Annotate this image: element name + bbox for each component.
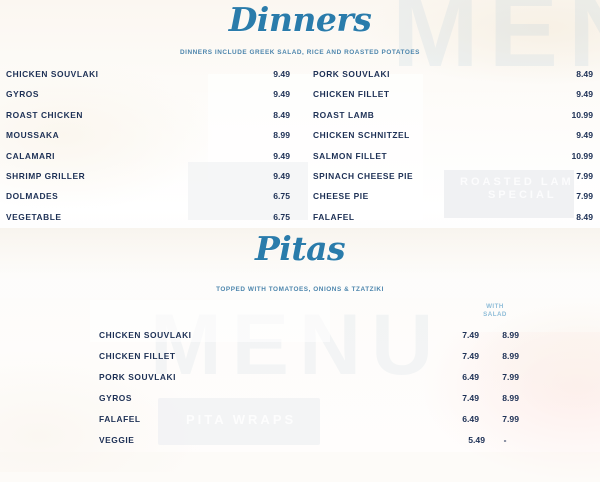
- pita-item-price: 7.49: [462, 330, 479, 340]
- pita-item-row: FALAFEL 6.49 7.99: [99, 414, 519, 435]
- menu-item-name: VEGETABLE: [6, 211, 62, 222]
- dinners-left-column: CHICKEN SOUVLAKI 9.49 GYROS 9.49 ROAST CHICK…: [6, 69, 290, 232]
- pita-item-name: PORK SOUVLAKI: [99, 372, 176, 382]
- dinners-section-subtitle: DINNERS INCLUDE GREEK SALAD, RICE AND RO…: [179, 49, 420, 56]
- menu-item-price: 7.99: [576, 191, 593, 202]
- menu-item-price: 6.75: [273, 211, 290, 222]
- pitas-with-salad-column-header: WITH SALAD: [473, 303, 517, 319]
- menu-item-row: CHICKEN SCHNITZEL 9.49: [313, 130, 593, 150]
- menu-item-row: DOLMADES 6.75: [6, 191, 290, 211]
- menu-item-row: SALMON FILLET 10.99: [313, 151, 593, 171]
- pita-item-price-with-salad: 8.99: [502, 330, 519, 340]
- menu-item-row: SHRIMP GRILLER 9.49: [6, 171, 290, 191]
- dinners-right-column: PORK SOUVLAKI 8.49 CHICKEN FILLET 9.49 ROAST…: [313, 69, 593, 232]
- pita-item-price: 7.49: [462, 351, 479, 361]
- menu-item-name: CHICKEN SOUVLAKI: [6, 69, 99, 79]
- menu-item-name: SPINACH CHEESE PIE: [313, 170, 414, 181]
- menu-item-name: SHRIMP GRILLER: [6, 170, 86, 181]
- menu-content: Dinners DINNERS INCLUDE GREEK SALAD, RIC…: [6, 0, 593, 445]
- pita-item-name: CHICKEN SOUVLAKI: [99, 330, 192, 340]
- menu-item-name: CHEESE PIE: [313, 191, 369, 202]
- menu-item-row: GYROS 9.49: [6, 89, 290, 109]
- menu-item-price: 7.99: [576, 170, 593, 181]
- pita-item-name: VEGGIE: [99, 435, 135, 445]
- menu-item-row: CALAMARI 9.49: [6, 151, 290, 171]
- menu-item-price: 10.99: [571, 150, 593, 161]
- menu-item-price: 8.99: [273, 130, 290, 141]
- pitas-section-subtitle: TOPPED WITH TOMATOES, ONIONS & TZATZIKI: [216, 286, 384, 293]
- pita-item-price-with-salad: 7.99: [502, 372, 519, 382]
- pita-item-price: 6.49: [462, 414, 479, 424]
- with-salad-header-line-1: WITH: [486, 303, 504, 310]
- pita-item-row: CHICKEN FILLET 7.49 8.99: [99, 351, 519, 372]
- menu-item-name: MOUSSAKA: [6, 130, 60, 141]
- pita-item-name: CHICKEN FILLET: [99, 351, 176, 361]
- menu-item-price: 9.49: [273, 89, 290, 100]
- pita-item-price: 5.49: [468, 435, 485, 445]
- pita-item-name: FALAFEL: [99, 414, 141, 424]
- menu-item-name: FALAFEL: [313, 211, 355, 222]
- menu-item-name: DOLMADES: [6, 191, 59, 202]
- menu-item-name: CHICKEN FILLET: [313, 89, 390, 100]
- pita-item-row: VEGGIE 5.49 -: [99, 435, 519, 456]
- pita-item-price: 7.49: [462, 393, 479, 403]
- pita-item-name: GYROS: [99, 393, 132, 403]
- menu-item-name: CHICKEN SCHNITZEL: [313, 130, 410, 141]
- pitas-section-title: Pitas: [254, 229, 346, 268]
- menu-item-price: 9.49: [273, 150, 290, 161]
- menu-item-price: 8.49: [576, 69, 593, 79]
- menu-item-row: CHEESE PIE 7.99: [313, 191, 593, 211]
- menu-item-price: 8.49: [273, 109, 290, 120]
- menu-item-price: 8.49: [576, 211, 593, 222]
- menu-item-price: 9.49: [273, 170, 290, 181]
- with-salad-header-line-2: SALAD: [483, 311, 507, 318]
- menu-item-price: 6.75: [273, 191, 290, 202]
- menu-item-name: CALAMARI: [6, 150, 56, 161]
- menu-item-name: SALMON FILLET: [313, 150, 388, 161]
- menu-item-row: CHICKEN SOUVLAKI 9.49: [6, 69, 290, 89]
- menu-item-row: MOUSSAKA 8.99: [6, 130, 290, 150]
- menu-item-name: ROAST CHICKEN: [6, 109, 83, 120]
- menu-item-row: SPINACH CHEESE PIE 7.99: [313, 171, 593, 191]
- pita-item-price-with-salad: 8.99: [502, 393, 519, 403]
- menu-item-row: VEGETABLE 6.75: [6, 212, 290, 232]
- menu-item-name: ROAST LAMB: [313, 109, 375, 120]
- menu-item-price: 9.49: [576, 130, 593, 141]
- menu-item-price: 9.49: [273, 69, 290, 79]
- menu-item-row: ROAST LAMB 10.99: [313, 110, 593, 130]
- pitas-item-list: CHICKEN SOUVLAKI 7.49 8.99 CHICKEN FILLET 7.…: [99, 330, 519, 456]
- menu-item-row: PORK SOUVLAKI 8.49: [313, 69, 593, 89]
- pita-item-row: GYROS 7.49 8.99: [99, 393, 519, 414]
- menu-item-price: 10.99: [571, 109, 593, 120]
- menu-item-name: GYROS: [6, 89, 39, 100]
- pita-item-price-with-salad: 8.99: [502, 351, 519, 361]
- pita-item-price-with-salad: 7.99: [502, 414, 519, 424]
- menu-item-row: FALAFEL 8.49: [313, 212, 593, 232]
- menu-item-row: ROAST CHICKEN 8.49: [6, 110, 290, 130]
- menu-item-row: CHICKEN FILLET 9.49: [313, 89, 593, 109]
- pita-item-price: 6.49: [462, 372, 479, 382]
- pita-item-row: CHICKEN SOUVLAKI 7.49 8.99: [99, 330, 519, 351]
- menu-item-name: PORK SOUVLAKI: [313, 69, 390, 79]
- pita-item-price-with-salad: -: [503, 435, 507, 445]
- pita-item-row: PORK SOUVLAKI 6.49 7.99: [99, 372, 519, 393]
- menu-item-price: 9.49: [576, 89, 593, 100]
- dinners-section-title: Dinners: [228, 0, 372, 39]
